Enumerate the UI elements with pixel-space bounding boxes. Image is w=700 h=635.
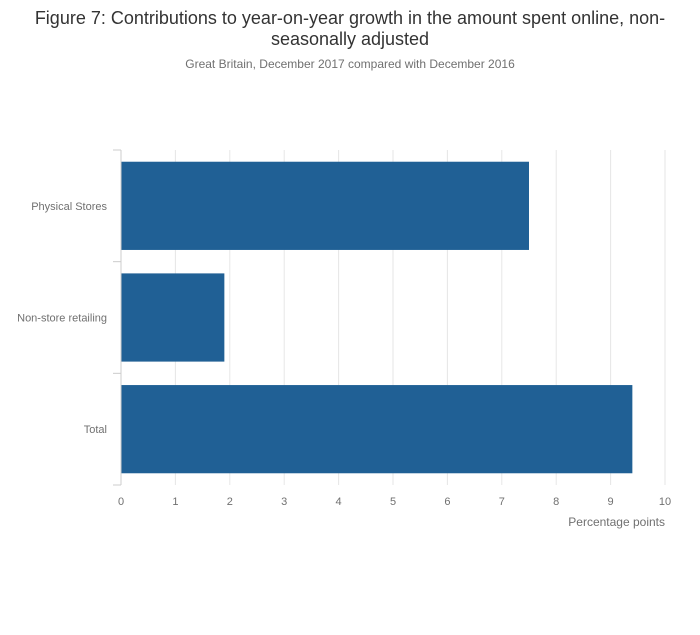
bar xyxy=(121,273,225,362)
x-tick-label: 2 xyxy=(227,496,233,508)
chart-title: Figure 7: Contributions to year-on-year … xyxy=(0,8,700,50)
bar xyxy=(121,161,529,250)
x-tick-label: 7 xyxy=(499,496,505,508)
x-axis-title: Percentage points xyxy=(568,515,665,529)
x-tick-label: 0 xyxy=(118,496,124,508)
x-tick-label: 10 xyxy=(659,496,671,508)
x-tick-label: 8 xyxy=(553,496,559,508)
y-category-labels: Physical Stores Non-store retailing Total xyxy=(17,201,107,436)
chart-subtitle: Great Britain, December 2017 compared wi… xyxy=(185,57,515,71)
bars xyxy=(121,161,633,474)
axes xyxy=(113,149,122,486)
x-tick-labels: 0 1 2 3 4 5 6 7 8 9 10 xyxy=(118,496,671,508)
y-category-label: Physical Stores xyxy=(31,201,107,213)
bar xyxy=(121,385,633,474)
x-tick-label: 1 xyxy=(172,496,178,508)
y-category-label: Non-store retailing xyxy=(17,313,107,325)
x-tick-label: 9 xyxy=(608,496,614,508)
x-tick-label: 4 xyxy=(336,496,342,508)
y-category-label: Total xyxy=(84,424,107,436)
chart-title-text: Figure 7: Contributions to year-on-year … xyxy=(34,8,666,49)
x-tick-label: 6 xyxy=(444,496,450,508)
x-tick-label: 5 xyxy=(390,496,396,508)
x-tick-label: 3 xyxy=(281,496,287,508)
